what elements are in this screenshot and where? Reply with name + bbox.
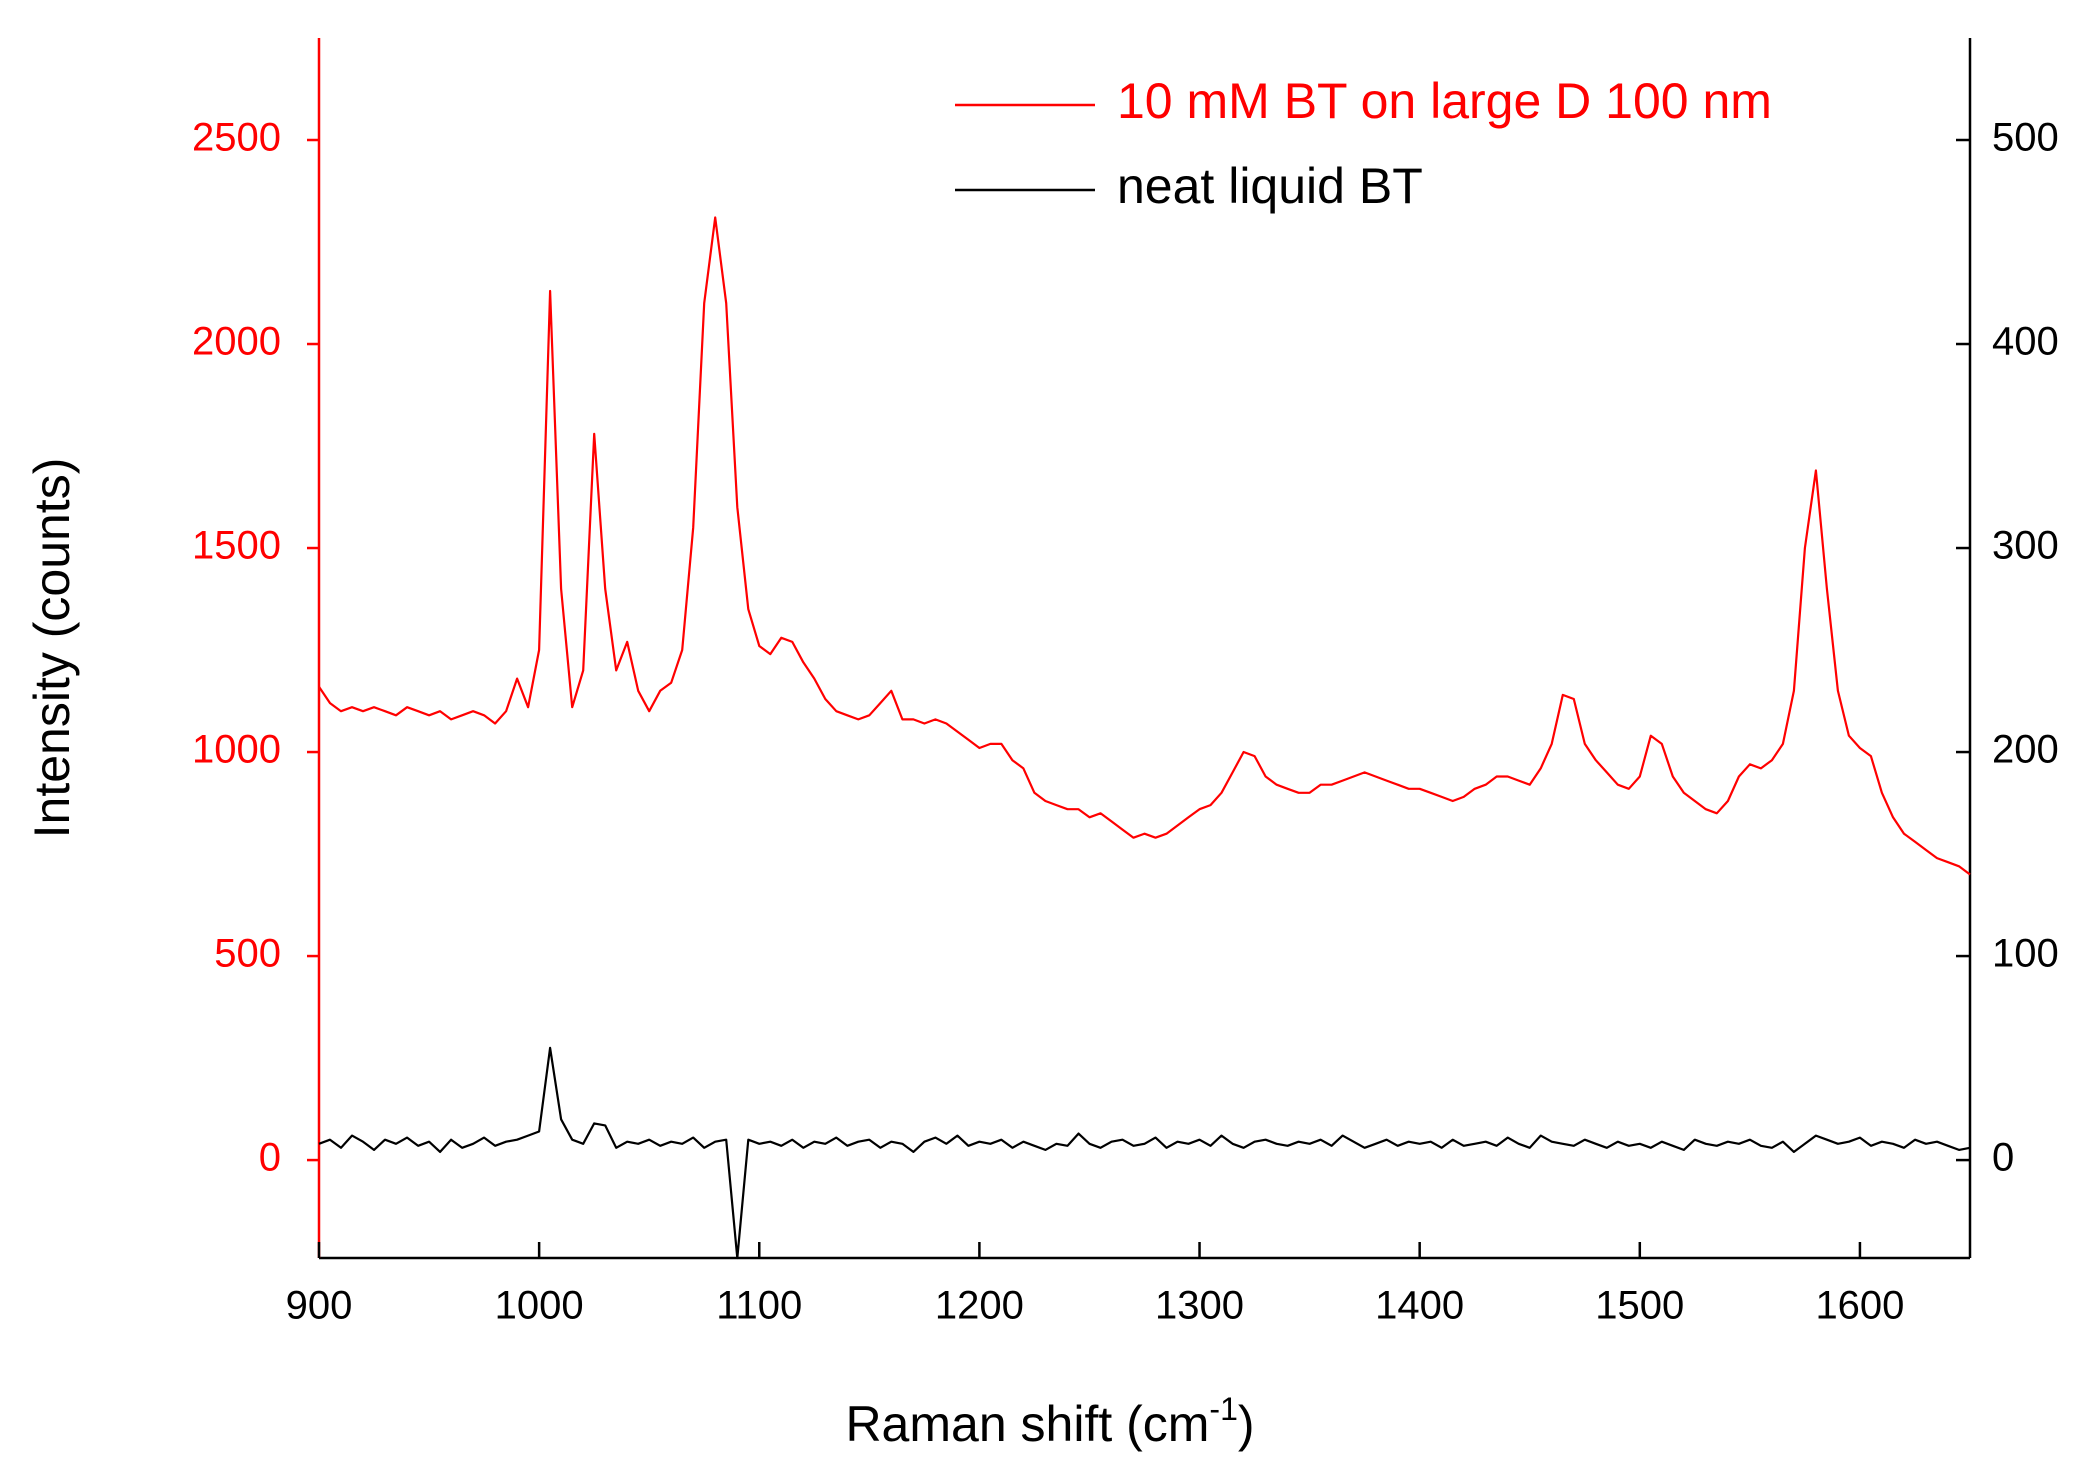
y2-tick-label: 400 (1992, 320, 2059, 364)
x-tick-label: 900 (286, 1284, 353, 1328)
x-tick-label: 1400 (1375, 1284, 1464, 1328)
y-tick-label: 2000 (192, 320, 281, 364)
series-line (318, 216, 1971, 876)
y-tick-label: 1000 (192, 728, 281, 772)
y2-tick-label: 300 (1992, 524, 2059, 568)
x-tick-label: 1500 (1595, 1284, 1684, 1328)
y2-tick-label: 0 (1992, 1136, 2014, 1180)
y-tick-label: 1500 (192, 524, 281, 568)
x-tick-label: 1100 (716, 1284, 802, 1328)
y-tick-label: 0 (259, 1136, 281, 1180)
y-axis-title: Intensity (counts) (24, 458, 80, 839)
y2-tick-label: 500 (1992, 116, 2059, 160)
series-line (318, 1046, 1971, 1260)
y2-tick-label: 100 (1992, 932, 2059, 976)
y-tick-label: 2500 (192, 116, 281, 160)
x-tick-label: 1300 (1155, 1284, 1244, 1328)
x-tick-label: 1600 (1815, 1284, 1904, 1328)
y2-tick-label: 200 (1992, 728, 2059, 772)
legend-label: neat liquid BT (1117, 158, 1423, 214)
x-tick-label: 1000 (495, 1284, 584, 1328)
x-tick-label: 1200 (935, 1284, 1024, 1328)
x-axis-title: Raman shift (cm-1) (845, 1391, 1254, 1452)
legend-label: 10 mM BT on large D 100 nm (1117, 73, 1772, 129)
y-tick-label: 500 (214, 932, 281, 976)
